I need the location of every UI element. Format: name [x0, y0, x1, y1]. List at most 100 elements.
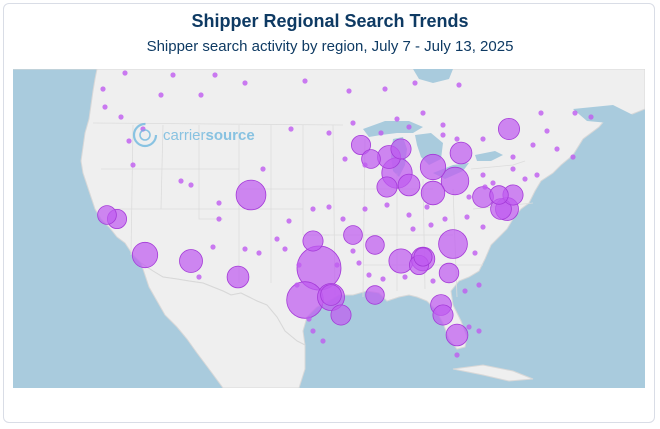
map-canvas[interactable]: Dallas, TXHouston, TXChicago, ILDenver, …	[13, 69, 645, 388]
activity-dot	[178, 178, 184, 184]
activity-dot	[100, 86, 106, 92]
activity-dot	[310, 206, 316, 212]
activity-dot	[480, 136, 486, 142]
activity-dot	[350, 248, 356, 254]
region-bubble[interactable]: San Antonio, TX	[320, 284, 342, 306]
activity-dot	[274, 236, 280, 242]
activity-dot	[394, 116, 400, 122]
activity-dot	[480, 172, 486, 178]
activity-dot	[380, 276, 386, 282]
lake-ontario	[475, 151, 503, 161]
activity-dot	[510, 154, 516, 160]
state-borders	[92, 122, 534, 298]
activity-dot	[256, 250, 262, 256]
activity-dot	[406, 212, 412, 218]
activity-dot	[126, 138, 132, 144]
watermark-text-part1: carrier	[163, 127, 206, 144]
region-bubble[interactable]: Mobile, AL	[413, 247, 433, 267]
region-bubble[interactable]: Savannah, GA	[438, 262, 460, 284]
activity-dot	[242, 80, 248, 86]
activity-dot	[440, 132, 446, 138]
activity-dot	[462, 288, 468, 294]
region-bubble[interactable]: Phoenix, AZ	[179, 249, 203, 273]
region-bubble[interactable]: Albuquerque, NM	[226, 265, 250, 289]
activity-dot	[428, 222, 434, 228]
activity-dot	[412, 80, 418, 86]
watermark-logo-icon	[132, 122, 158, 148]
activity-dot	[420, 110, 426, 116]
activity-dot	[378, 130, 384, 136]
activity-dot	[544, 128, 550, 134]
activity-dot	[212, 72, 218, 78]
activity-dot	[362, 206, 368, 212]
gulf-st-lawrence	[573, 105, 633, 123]
activity-dot	[118, 114, 124, 120]
region-bubble[interactable]: Columbus, OH	[440, 166, 470, 196]
region-bubble[interactable]: Indianapolis, IN	[397, 173, 421, 197]
region-bubble[interactable]: Los Angeles, CA	[131, 241, 159, 269]
activity-dot	[534, 172, 540, 178]
hudson-bay	[413, 69, 453, 83]
activity-dot	[476, 282, 482, 288]
activity-dot	[476, 328, 482, 334]
page-title: Shipper Regional Search Trends	[191, 11, 469, 31]
activity-dot	[554, 146, 560, 152]
region-bubble[interactable]: Memphis, TN	[388, 248, 414, 274]
region-bubble[interactable]: Little Rock, AR	[365, 285, 385, 305]
activity-dot	[510, 166, 516, 172]
activity-dot	[188, 182, 194, 188]
region-bubble[interactable]: Atlanta, GA	[438, 229, 468, 259]
activity-dot	[334, 262, 340, 268]
region-bubble[interactable]: Cincinnati, OH	[489, 185, 509, 205]
activity-dot	[296, 262, 302, 268]
region-bubble[interactable]: Louisville, KY	[420, 180, 446, 206]
activity-dot	[216, 216, 222, 222]
activity-dot	[326, 130, 332, 136]
region-bubble[interactable]: Miami, FL	[445, 323, 469, 347]
cuba	[452, 364, 534, 382]
activity-dot	[350, 120, 356, 126]
activity-dot	[456, 82, 462, 88]
activity-dot	[216, 200, 222, 206]
region-bubble[interactable]: Pittsburgh, PA	[449, 141, 473, 165]
activity-dot	[122, 70, 128, 76]
region-bubble[interactable]: Denver, CO	[235, 179, 267, 211]
activity-dot	[530, 142, 536, 148]
activity-dot	[366, 272, 372, 278]
activity-dot	[356, 260, 362, 266]
activity-dot	[482, 184, 488, 190]
region-bubble[interactable]: Cleveland, OH	[376, 176, 398, 198]
mexico-land	[140, 261, 306, 388]
activity-dot	[454, 352, 460, 358]
region-bubble[interactable]: Sacramento, CA	[97, 205, 117, 225]
region-bubble[interactable]: Oklahoma City, OK	[302, 230, 324, 252]
activity-dot	[306, 316, 312, 322]
region-bubble[interactable]: Jacksonville, FL	[432, 304, 454, 326]
region-bubble[interactable]: Kansas City, MO	[365, 235, 385, 255]
activity-dot	[326, 204, 332, 210]
activity-dot	[466, 194, 472, 200]
activity-dot	[286, 218, 292, 224]
region-bubble[interactable]: Grand Rapids, MI	[390, 138, 412, 160]
activity-dot	[430, 278, 436, 284]
activity-dot	[362, 162, 368, 168]
activity-dot	[196, 274, 202, 280]
activity-dot	[282, 246, 288, 252]
activity-dot	[288, 126, 294, 132]
watermark-logo-inner	[139, 129, 151, 141]
region-bubble[interactable]: St. Louis, MO	[343, 225, 363, 245]
activity-dot	[466, 324, 472, 330]
region-bubble[interactable]: Minneapolis, MN	[350, 135, 371, 156]
activity-dot	[242, 246, 248, 252]
region-bubble[interactable]: Austin, TX	[330, 304, 352, 326]
region-bubble[interactable]: Detroit, MI	[419, 153, 447, 181]
activity-dot	[302, 78, 308, 84]
activity-dot	[260, 166, 266, 172]
activity-dot	[340, 216, 346, 222]
activity-dot	[454, 136, 460, 142]
region-bubble[interactable]: Toronto, ON	[497, 118, 520, 141]
us-map: Dallas, TXHouston, TXChicago, ILDenver, …	[13, 69, 645, 388]
activity-dot	[490, 180, 496, 186]
activity-dot	[410, 226, 416, 232]
activity-dot	[346, 88, 352, 94]
